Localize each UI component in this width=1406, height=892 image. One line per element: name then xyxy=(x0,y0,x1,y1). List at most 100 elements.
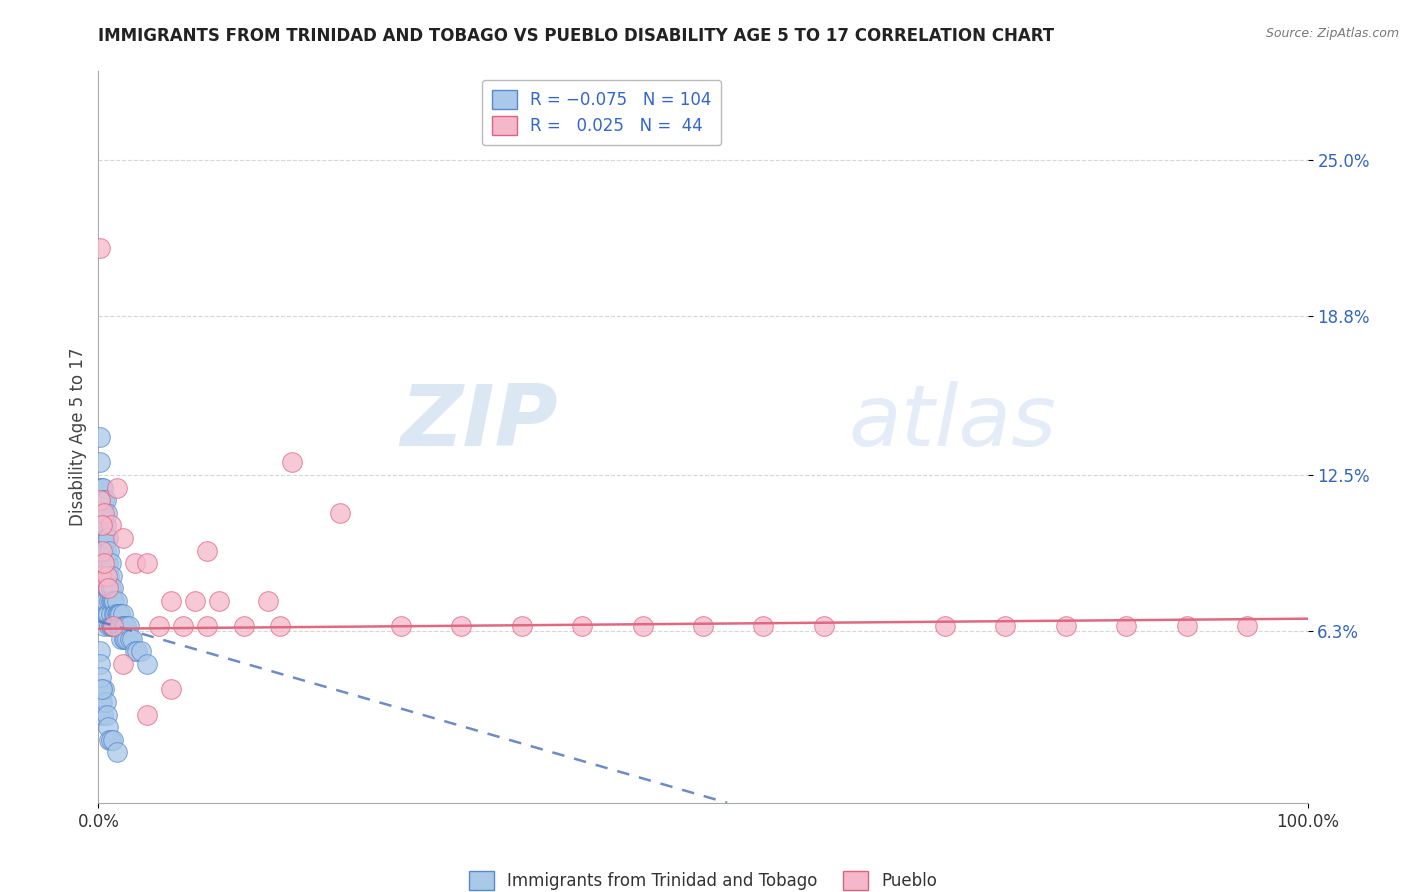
Point xyxy=(111,531,134,545)
Point xyxy=(160,682,183,697)
Point xyxy=(96,506,118,520)
Point xyxy=(90,518,112,533)
Point xyxy=(121,632,143,646)
Point xyxy=(89,430,111,444)
Point xyxy=(450,619,472,633)
Point xyxy=(91,531,114,545)
Point xyxy=(135,707,157,722)
Point xyxy=(90,569,112,583)
Point xyxy=(571,619,593,633)
Point xyxy=(329,506,352,520)
Point xyxy=(100,569,122,583)
Point xyxy=(91,531,114,545)
Point xyxy=(98,569,121,583)
Point xyxy=(105,607,128,621)
Point xyxy=(89,455,111,469)
Point xyxy=(96,707,118,722)
Point xyxy=(108,607,131,621)
Point xyxy=(281,455,304,469)
Point xyxy=(91,582,114,596)
Point xyxy=(110,632,132,646)
Point xyxy=(94,518,117,533)
Point xyxy=(124,556,146,570)
Point xyxy=(108,619,131,633)
Point xyxy=(111,657,134,671)
Point xyxy=(90,569,112,583)
Point xyxy=(631,619,654,633)
Point xyxy=(195,543,218,558)
Point xyxy=(135,657,157,671)
Point xyxy=(93,518,115,533)
Point xyxy=(91,481,114,495)
Point xyxy=(184,594,207,608)
Point xyxy=(104,607,127,621)
Point xyxy=(108,607,131,621)
Point xyxy=(93,493,115,508)
Point xyxy=(127,644,149,658)
Point xyxy=(692,619,714,633)
Point xyxy=(89,644,111,658)
Text: Source: ZipAtlas.com: Source: ZipAtlas.com xyxy=(1265,27,1399,40)
Point xyxy=(115,619,138,633)
Point xyxy=(96,582,118,596)
Point xyxy=(98,543,121,558)
Point xyxy=(98,732,121,747)
Point xyxy=(148,619,170,633)
Point xyxy=(208,594,231,608)
Point xyxy=(93,506,115,520)
Point xyxy=(89,493,111,508)
Point xyxy=(97,556,120,570)
Point xyxy=(103,619,125,633)
Point xyxy=(160,594,183,608)
Y-axis label: Disability Age 5 to 17: Disability Age 5 to 17 xyxy=(69,348,87,526)
Point xyxy=(90,682,112,697)
Point xyxy=(96,531,118,545)
Point xyxy=(94,493,117,508)
Point xyxy=(89,695,111,709)
Point xyxy=(1054,619,1077,633)
Point xyxy=(97,582,120,596)
Point xyxy=(91,481,114,495)
Point xyxy=(100,619,122,633)
Point xyxy=(111,619,134,633)
Point xyxy=(108,619,131,633)
Point xyxy=(91,582,114,596)
Point xyxy=(107,607,129,621)
Point xyxy=(93,543,115,558)
Point xyxy=(101,732,124,747)
Point xyxy=(100,619,122,633)
Point xyxy=(93,556,115,570)
Point xyxy=(90,670,112,684)
Point xyxy=(103,594,125,608)
Point xyxy=(100,607,122,621)
Point xyxy=(93,619,115,633)
Point xyxy=(124,644,146,658)
Point xyxy=(100,732,122,747)
Point xyxy=(232,619,254,633)
Point xyxy=(101,594,124,608)
Point xyxy=(91,506,114,520)
Point xyxy=(96,607,118,621)
Point xyxy=(105,594,128,608)
Point xyxy=(91,518,114,533)
Point xyxy=(91,695,114,709)
Point xyxy=(118,632,141,646)
Point xyxy=(135,556,157,570)
Point xyxy=(90,493,112,508)
Point xyxy=(93,569,115,583)
Point xyxy=(172,619,194,633)
Point xyxy=(90,695,112,709)
Point xyxy=(100,518,122,533)
Text: IMMIGRANTS FROM TRINIDAD AND TOBAGO VS PUEBLO DISABILITY AGE 5 TO 17 CORRELATION: IMMIGRANTS FROM TRINIDAD AND TOBAGO VS P… xyxy=(98,27,1054,45)
Legend: Immigrants from Trinidad and Tobago, Pueblo: Immigrants from Trinidad and Tobago, Pue… xyxy=(461,863,945,892)
Point xyxy=(91,556,114,570)
Point xyxy=(89,682,111,697)
Point xyxy=(105,745,128,759)
Point xyxy=(100,582,122,596)
Point xyxy=(114,619,136,633)
Point xyxy=(110,619,132,633)
Point xyxy=(96,569,118,583)
Point xyxy=(111,607,134,621)
Point xyxy=(91,556,114,570)
Point xyxy=(1236,619,1258,633)
